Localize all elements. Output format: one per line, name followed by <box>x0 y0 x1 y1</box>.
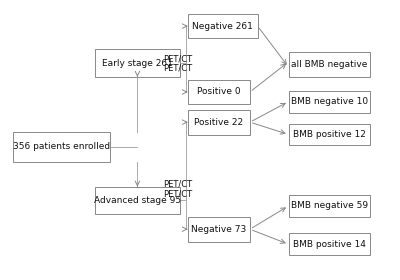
Text: BMB positive 14: BMB positive 14 <box>293 240 366 249</box>
FancyBboxPatch shape <box>289 195 370 217</box>
Text: PET/CT: PET/CT <box>164 54 193 63</box>
FancyBboxPatch shape <box>188 217 250 242</box>
FancyBboxPatch shape <box>289 52 370 77</box>
Text: Positive 22: Positive 22 <box>194 118 244 127</box>
FancyBboxPatch shape <box>289 233 370 255</box>
Text: BMB positive 12: BMB positive 12 <box>293 130 366 139</box>
Text: BMB negative 59: BMB negative 59 <box>291 201 368 210</box>
Text: PET/CT: PET/CT <box>164 63 193 72</box>
Text: BMB negative 10: BMB negative 10 <box>291 97 368 106</box>
Text: 356 patients enrolled: 356 patients enrolled <box>13 142 110 151</box>
FancyBboxPatch shape <box>95 187 180 214</box>
FancyBboxPatch shape <box>188 14 258 38</box>
Text: PET/CT: PET/CT <box>164 180 193 189</box>
Text: PET/CT: PET/CT <box>164 189 193 198</box>
FancyBboxPatch shape <box>13 132 110 162</box>
FancyBboxPatch shape <box>188 80 250 104</box>
FancyBboxPatch shape <box>289 91 370 113</box>
Text: Early stage 261: Early stage 261 <box>102 59 173 68</box>
Text: Positive 0: Positive 0 <box>197 87 241 97</box>
Text: Negative 261: Negative 261 <box>192 22 253 31</box>
Text: Negative 73: Negative 73 <box>191 225 246 234</box>
Text: Advanced stage 95: Advanced stage 95 <box>94 196 181 205</box>
FancyBboxPatch shape <box>95 50 180 77</box>
FancyBboxPatch shape <box>289 123 370 146</box>
Text: all BMB negative: all BMB negative <box>291 60 368 69</box>
FancyBboxPatch shape <box>188 110 250 134</box>
